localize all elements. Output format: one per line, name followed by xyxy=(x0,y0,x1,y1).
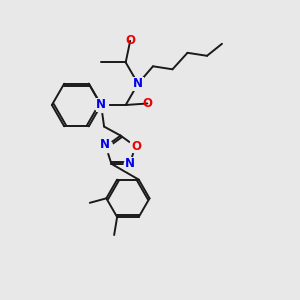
Text: O: O xyxy=(125,34,135,47)
Text: N: N xyxy=(125,157,135,170)
Text: O: O xyxy=(131,140,141,153)
Text: O: O xyxy=(142,97,152,110)
Text: N: N xyxy=(96,98,106,112)
Text: N: N xyxy=(100,138,110,152)
Text: N: N xyxy=(133,77,143,90)
